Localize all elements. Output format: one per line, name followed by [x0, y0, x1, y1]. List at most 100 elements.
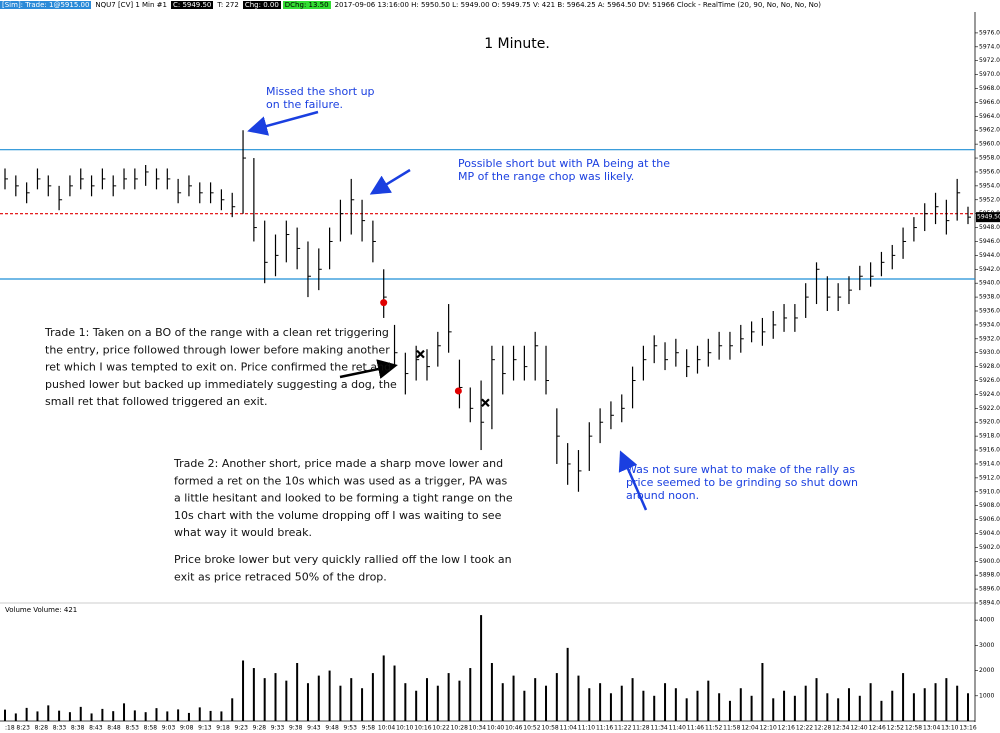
price-bar — [794, 304, 798, 332]
y-tick-label: 5912.00 — [979, 474, 1000, 481]
y-tick-label: 5900.00 — [979, 558, 1000, 565]
x-tick-label: 9:58 — [362, 725, 376, 732]
volume-bar — [956, 685, 959, 721]
y-tick-label: 5914.00 — [979, 460, 1000, 467]
y-tick-label: 5918.00 — [979, 433, 1000, 440]
price-bar — [285, 220, 290, 263]
volume-bar — [25, 707, 28, 721]
annotation: around noon. — [626, 489, 699, 502]
price-bar — [361, 199, 366, 242]
volume-bar — [155, 708, 158, 721]
volume-bar — [274, 673, 277, 721]
x-tick-label: :18 — [5, 725, 15, 732]
price-bar — [567, 443, 571, 485]
volume-bar — [361, 688, 364, 721]
x-tick-label: 13:10 — [941, 725, 958, 732]
x-tick-label: 12:28 — [814, 725, 831, 732]
price-bar — [664, 342, 669, 371]
price-bar — [491, 345, 495, 430]
price-bar — [870, 262, 874, 287]
status-bar: [Sim]: Trade: 1@5915.00 NQU7 [CV] 1 Min #… — [0, 0, 825, 11]
price-bar — [642, 345, 647, 381]
price-bar — [956, 178, 961, 221]
volume-bar — [90, 713, 93, 721]
price-bar — [826, 276, 831, 311]
price-bar — [718, 331, 723, 360]
x-tick-label: 12:52 — [887, 725, 904, 732]
x-tick-label: 9:18 — [216, 725, 230, 732]
price-bar — [404, 352, 409, 395]
volume-bar — [198, 707, 201, 721]
price-bar — [426, 349, 430, 381]
price-bar — [837, 283, 842, 311]
price-bar — [512, 345, 517, 381]
y-tick-label: 5904.00 — [979, 530, 1000, 537]
volume-bar — [674, 688, 677, 721]
x-tick-label: 11:46 — [687, 725, 704, 732]
price-bar — [729, 331, 733, 360]
volume-bar — [393, 665, 396, 721]
y-tick-label: 5970.00 — [979, 71, 1000, 78]
volume-bar — [891, 690, 894, 721]
x-tick-label: 9:48 — [325, 725, 339, 732]
x-tick-label: 9:43 — [307, 725, 321, 732]
y-tick-label: 5920.00 — [979, 419, 1000, 426]
x-tick-label: 8:28 — [35, 725, 49, 732]
price-bar — [621, 394, 625, 423]
last-price-label: 5949.50 — [977, 214, 1000, 221]
volume-label: Volume Volume: 421 — [5, 606, 77, 614]
last-price-box — [976, 212, 1000, 223]
price-bar — [350, 178, 355, 235]
volume-bar — [79, 706, 82, 721]
status-item: C: 5949.50 — [170, 1, 214, 9]
volume-bar — [144, 712, 147, 721]
price-bar — [112, 175, 117, 197]
price-bar — [209, 182, 214, 204]
price-bar — [242, 130, 247, 214]
y-tick-label: 5956.00 — [979, 168, 1000, 175]
price-bar — [220, 189, 225, 211]
price-bar — [891, 244, 896, 270]
price-bar — [253, 158, 257, 242]
x-tick-label: 12:10 — [759, 725, 776, 732]
volume-bar — [512, 675, 515, 721]
y-tick-label: 5974.00 — [979, 43, 1000, 50]
x-tick-label: 8:43 — [89, 725, 103, 732]
price-bar — [772, 311, 777, 339]
price-bar — [675, 338, 679, 367]
volume-bar — [58, 710, 61, 721]
price-bar — [783, 304, 788, 332]
price-bar — [339, 199, 344, 242]
x-tick-label: 13:16 — [959, 725, 976, 732]
price-bar — [848, 276, 852, 305]
price-bar — [437, 331, 441, 367]
x-tick-label: 11:40 — [669, 725, 686, 732]
volume-bar — [739, 688, 742, 721]
y-tick-label: 5948.00 — [979, 224, 1000, 231]
price-bar — [805, 283, 809, 318]
status-item: Chg: 0.00 — [242, 1, 281, 9]
y-tick-label: 5894.00 — [979, 600, 1000, 607]
volume-bar — [783, 690, 786, 721]
x-tick-label: 9:38 — [289, 725, 303, 732]
volume-bar — [847, 688, 850, 721]
x-tick-label: 10:46 — [505, 725, 522, 732]
x-tick-label: 9:08 — [180, 725, 194, 732]
price-bar — [750, 321, 755, 343]
x-tick-label: 12:22 — [796, 725, 813, 732]
volume-bar — [718, 693, 721, 721]
volume-bar — [469, 668, 472, 721]
price-bar — [610, 401, 614, 430]
volume-bar — [588, 688, 591, 721]
x-tick-label: 9:53 — [343, 725, 357, 732]
volume-bar — [815, 678, 818, 721]
price-bar — [36, 168, 41, 190]
annotation: formed a ret on the 10s which was used a… — [174, 474, 507, 487]
x-tick-label: 9:28 — [253, 725, 267, 732]
volume-bar — [133, 710, 136, 721]
price-bar — [231, 192, 236, 218]
y-tick-label: 5922.00 — [979, 405, 1000, 412]
exit-marker — [416, 349, 425, 359]
x-tick-label: 11:52 — [705, 725, 722, 732]
price-bar — [761, 317, 766, 346]
